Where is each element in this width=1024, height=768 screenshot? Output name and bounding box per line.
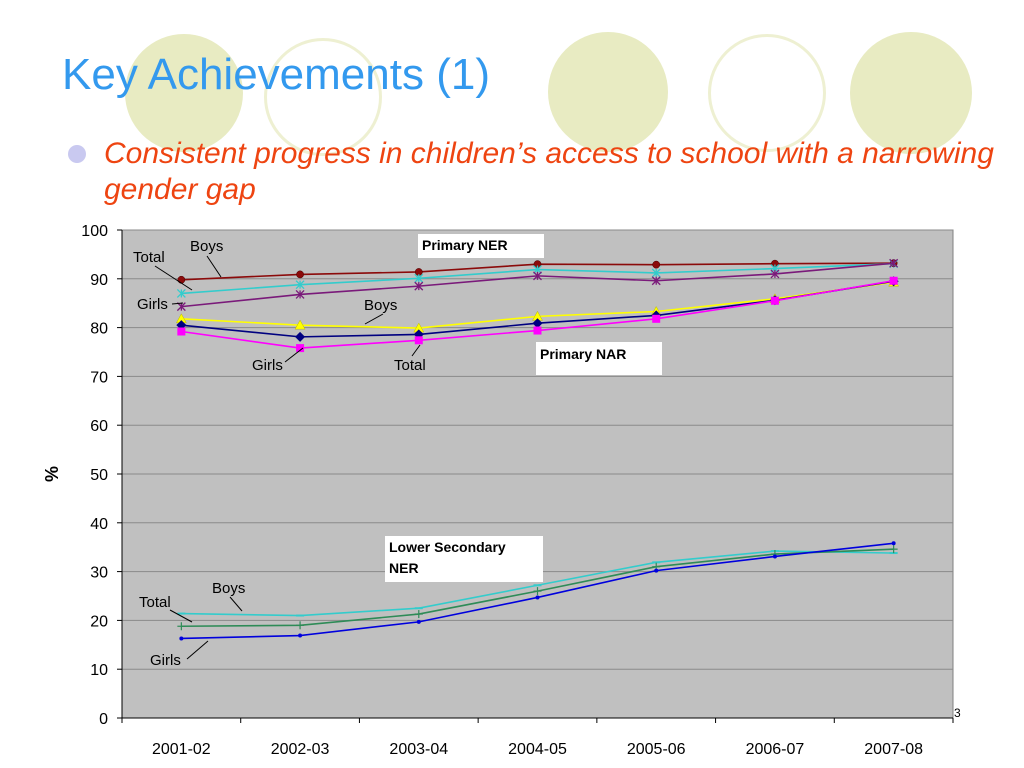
slide-number: 3	[954, 706, 961, 720]
annotation-leader	[229, 596, 243, 612]
data-point	[770, 269, 780, 279]
data-point	[294, 319, 306, 330]
annotation-leader	[169, 609, 193, 623]
data-point	[176, 288, 186, 298]
y-tick-label: 70	[90, 369, 108, 386]
data-point	[651, 268, 661, 278]
data-point	[177, 275, 186, 284]
group-label-box	[385, 536, 543, 582]
group-label: NER	[389, 560, 419, 576]
series-annotation: Total	[394, 357, 426, 374]
data-point	[889, 276, 898, 285]
x-tick-label: 2007-08	[864, 741, 923, 758]
annotation-leader	[284, 347, 304, 363]
data-point	[176, 302, 186, 312]
decor-circle-1	[125, 34, 243, 152]
data-point	[177, 622, 186, 631]
data-point	[296, 621, 305, 630]
data-point	[652, 260, 661, 269]
annotation-leader	[186, 640, 209, 660]
y-tick-label: 50	[90, 467, 108, 484]
group-label: Primary NAR	[540, 346, 626, 362]
group-label: Lower Secondary	[389, 539, 506, 555]
group-label: Primary NER	[422, 237, 508, 253]
series-annotation: Total	[133, 249, 165, 266]
data-point	[414, 281, 424, 291]
series-annotation: Total	[139, 594, 171, 611]
data-point	[652, 314, 661, 323]
y-tick-label: 90	[90, 272, 108, 289]
x-tick-label: 2004-05	[508, 741, 567, 758]
decor-circle-4	[708, 34, 826, 152]
data-point	[296, 270, 304, 279]
data-point	[532, 318, 543, 329]
y-tick-label: 100	[81, 223, 108, 240]
data-point	[414, 273, 424, 283]
slide-title: Key Achievements (1)	[62, 50, 490, 99]
data-point	[772, 554, 777, 559]
data-point	[533, 587, 542, 596]
data-point	[177, 327, 186, 336]
data-point	[889, 545, 898, 554]
data-point	[298, 633, 303, 638]
y-tick-label: 0	[99, 711, 108, 728]
data-point	[416, 619, 421, 624]
series-annotation: Girls	[252, 357, 283, 374]
annotation-leader	[411, 344, 421, 357]
data-point	[770, 296, 779, 305]
x-tick-label: 2001-02	[152, 741, 211, 758]
data-point	[295, 280, 305, 290]
data-point	[296, 344, 305, 353]
data-point	[533, 326, 542, 335]
decor-circle-2	[264, 38, 382, 156]
series-annotation: Boys	[212, 580, 245, 597]
y-tick-label: 30	[90, 565, 108, 582]
y-tick-label: 80	[90, 321, 108, 338]
data-point	[414, 610, 423, 619]
bullet-text: Consistent progress in children’s access…	[104, 137, 994, 206]
data-point	[295, 289, 305, 299]
annotation-leader	[206, 255, 222, 278]
data-point	[651, 276, 661, 286]
y-tick-label: 60	[90, 418, 108, 435]
x-tick-label: 2005-06	[627, 741, 686, 758]
data-point	[533, 271, 542, 281]
annotation-leader	[154, 265, 193, 291]
data-point	[891, 541, 896, 546]
data-point	[179, 636, 184, 641]
bullet-icon	[68, 145, 86, 163]
y-tick-label: 20	[90, 613, 108, 630]
y-tick-label: 10	[90, 662, 108, 679]
annotation-leader	[364, 313, 384, 325]
y-axis-label: %	[42, 466, 62, 482]
decor-circle-5	[850, 32, 972, 154]
data-point	[414, 336, 423, 345]
group-label-box	[418, 234, 544, 258]
group-label-box	[536, 342, 662, 375]
annotation-leader	[171, 302, 184, 305]
series-annotation: Boys	[190, 238, 223, 255]
y-tick-label: 40	[90, 516, 108, 533]
series-annotation: Girls	[137, 296, 168, 313]
x-tick-label: 2006-07	[746, 741, 805, 758]
decor-circle-3	[548, 32, 668, 152]
series-annotation: Girls	[150, 652, 181, 669]
data-point	[654, 568, 659, 573]
series-annotation: Boys	[364, 297, 397, 314]
x-tick-label: 2003-04	[389, 741, 448, 758]
data-point	[535, 595, 540, 600]
data-point	[295, 331, 306, 342]
data-point	[889, 258, 899, 268]
x-tick-label: 2002-03	[271, 741, 330, 758]
